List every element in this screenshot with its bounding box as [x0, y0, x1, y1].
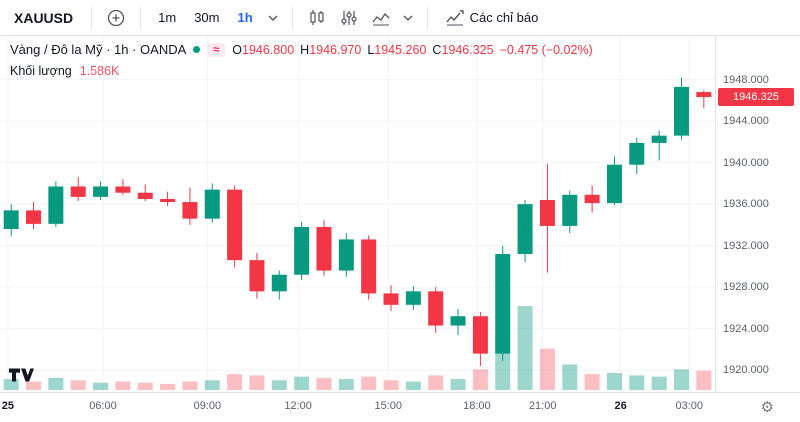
chart-canvas[interactable]: Vàng / Đô la Mỹ · 1h · OANDA ≈ O1946.800… — [0, 36, 715, 392]
line-style-button[interactable] — [367, 4, 395, 32]
interval-1m-button[interactable]: 1m — [151, 5, 183, 30]
price-axis-label: 1936.000 — [723, 198, 769, 211]
market-status-dot-icon — [193, 46, 201, 53]
plus-circle-icon — [107, 9, 125, 26]
add-symbol-button[interactable] — [102, 4, 130, 32]
time-axis-label: 26 — [614, 400, 627, 412]
indicators-button[interactable]: Các chỉ báo — [438, 5, 547, 31]
gear-icon[interactable]: ⚙ — [760, 399, 774, 416]
indicators-label: Các chỉ báo — [469, 10, 539, 25]
time-axis[interactable]: ⚙ 25 06:00 09:00 12:00 15:00 18:00 21:00 26 03:0… — [0, 392, 800, 422]
open-label: O — [232, 42, 243, 57]
volume-legend-row: Khối lượng 1.586K — [10, 64, 593, 78]
delayed-quote-icon: ≈ — [207, 42, 226, 57]
last-price-badge: 1946.325 — [718, 87, 794, 106]
toolbar-divider — [91, 6, 93, 29]
chevron-down-icon — [268, 15, 278, 21]
low-value: 1945.260 — [374, 42, 427, 57]
symbol-button[interactable]: XAUUSD — [14, 9, 74, 26]
candlestick-chart[interactable] — [0, 36, 715, 392]
chart-settings-button[interactable] — [335, 4, 363, 32]
price-axis-label: 1920.000 — [723, 364, 769, 377]
price-axis-label: 1944.000 — [723, 115, 769, 128]
price-axis-label: 1932.000 — [723, 239, 769, 252]
candlestick-icon — [310, 9, 324, 25]
chevron-down-icon — [403, 15, 413, 21]
sliders-icon — [341, 10, 357, 25]
time-axis-label: 21:00 — [528, 400, 557, 412]
price-axis-label: 1940.000 — [723, 156, 769, 169]
open-value: 1946.800 — [242, 42, 295, 57]
volume-value: 1.586K — [79, 64, 120, 78]
style-menu-button[interactable] — [399, 4, 417, 32]
time-axis-label: 09:00 — [193, 400, 222, 412]
change-value: −0.475 (−0.02%) — [499, 42, 593, 57]
area-line-icon — [372, 12, 390, 25]
chart-style-candles-button[interactable] — [303, 4, 331, 32]
time-axis-label: 03:00 — [675, 400, 704, 412]
ohlc-values: O1946.800 H1946.970 L1945.260 C1946.325 … — [232, 43, 592, 57]
interval-menu-button[interactable] — [264, 4, 282, 32]
toolbar-divider — [140, 6, 142, 29]
toolbar-divider — [291, 6, 293, 29]
close-label: C — [432, 42, 442, 57]
high-label: H — [300, 42, 310, 57]
time-axis-label: 15:00 — [374, 400, 402, 412]
low-label: L — [367, 42, 375, 57]
legend-symbol-title[interactable]: Vàng / Đô la Mỹ · 1h · OANDA — [10, 42, 187, 57]
chart-legend: Vàng / Đô la Mỹ · 1h · OANDA ≈ O1946.800… — [10, 42, 593, 78]
volume-label: Khối lượng — [10, 64, 72, 78]
interval-30m-button[interactable]: 30m — [187, 5, 226, 30]
time-axis-label: 18:00 — [463, 400, 491, 412]
price-axis-label: 1924.000 — [723, 322, 769, 335]
top-toolbar: XAUUSD 1m 30m 1h — [0, 0, 800, 36]
interval-1h-button[interactable]: 1h — [230, 5, 259, 30]
tradingview-logo-icon — [8, 368, 34, 382]
toolbar-divider — [426, 6, 428, 29]
indicators-icon — [446, 9, 464, 25]
price-axis-label: 1928.000 — [723, 281, 769, 294]
time-axis-label: 25 — [1, 400, 14, 412]
time-axis-label: 12:00 — [284, 400, 312, 412]
close-value: 1946.325 — [441, 42, 494, 57]
symbol-legend-row: Vàng / Đô la Mỹ · 1h · OANDA ≈ O1946.800… — [10, 42, 593, 57]
high-value: 1946.970 — [309, 42, 362, 57]
tradingview-logo[interactable] — [8, 367, 34, 388]
time-axis-label: 06:00 — [89, 400, 117, 412]
price-axis-label: 1948.000 — [723, 73, 769, 86]
price-axis[interactable]: 1946.325 1948.000 1944.000 1940.000 1936.00… — [715, 36, 800, 392]
